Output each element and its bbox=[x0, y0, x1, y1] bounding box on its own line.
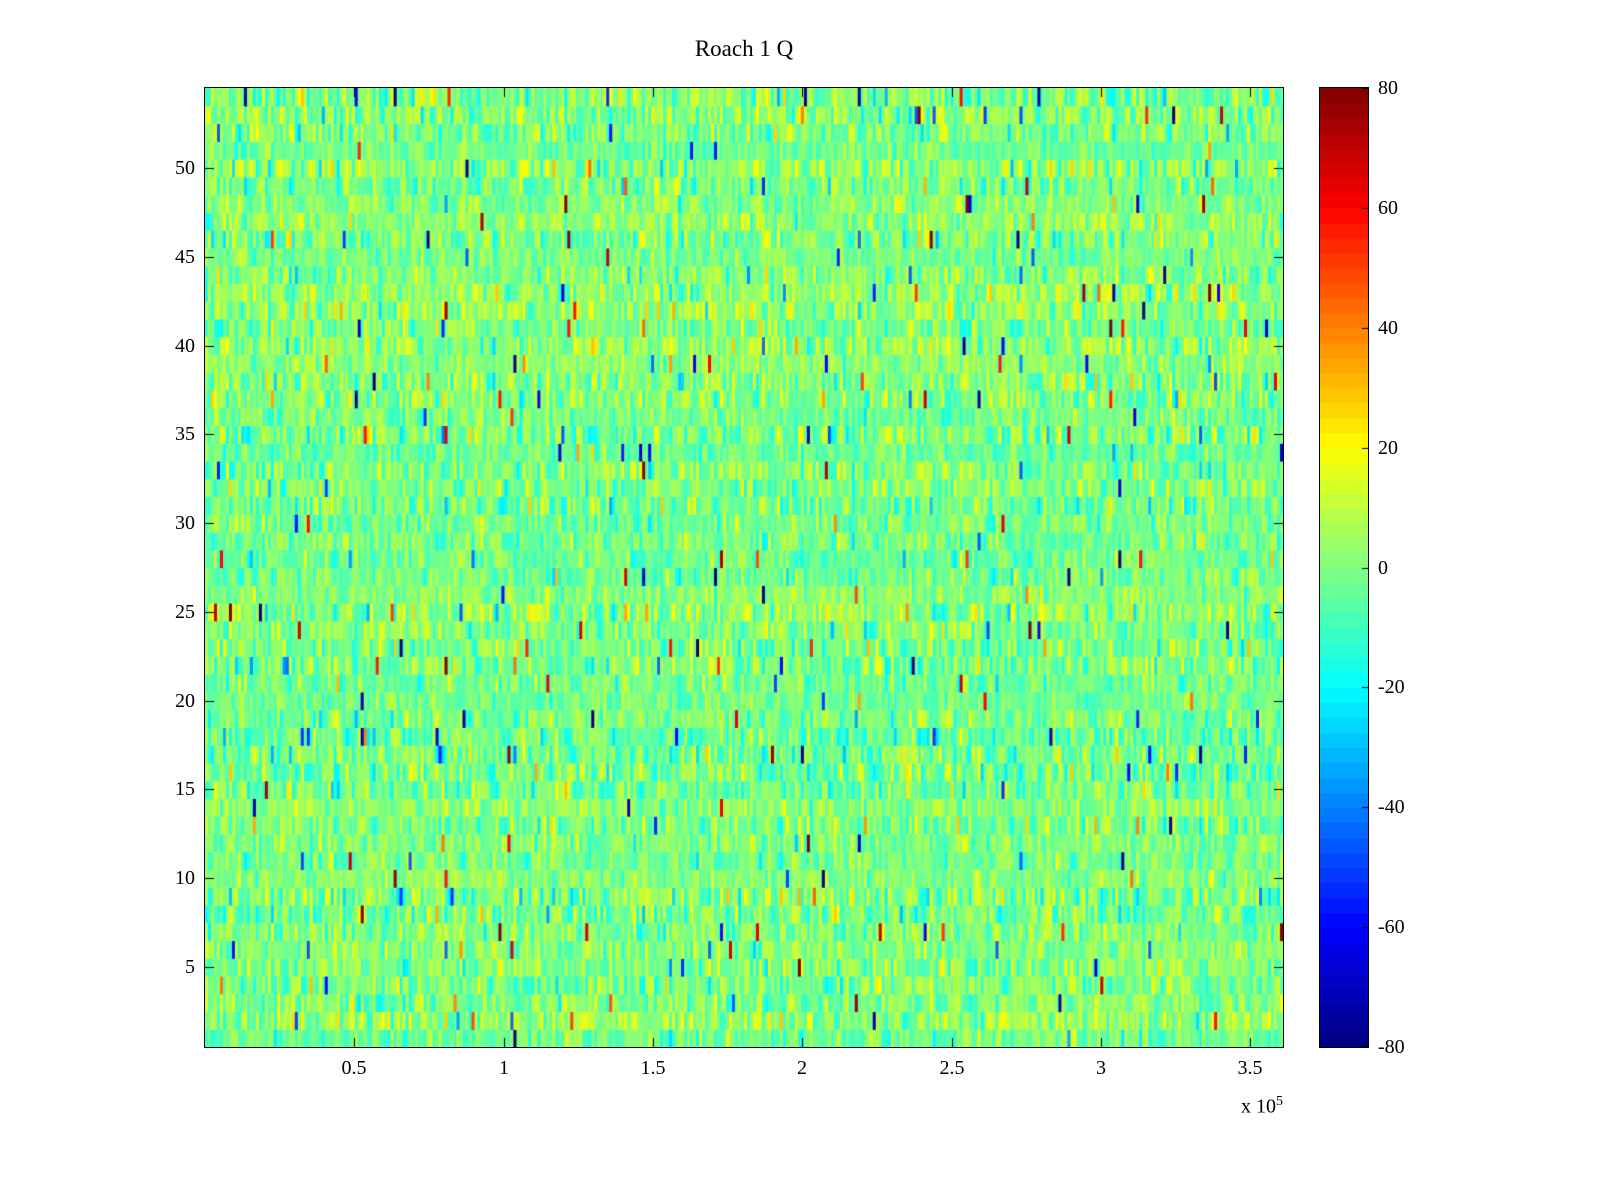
y-tick-label: 50 bbox=[175, 157, 195, 179]
colorbar-tick-label: -60 bbox=[1378, 916, 1405, 938]
colorbar-tick-label: 0 bbox=[1378, 557, 1388, 579]
colorbar-tick-label: 40 bbox=[1378, 317, 1398, 339]
x-scale-exponent: 5 bbox=[1276, 1094, 1283, 1109]
colorbar-tick-label: 20 bbox=[1378, 437, 1398, 459]
x-tick-label: 3 bbox=[1096, 1057, 1106, 1079]
y-tick-label: 45 bbox=[175, 246, 195, 268]
y-tick-label: 5 bbox=[185, 956, 195, 978]
x-tick-label: 3.5 bbox=[1237, 1057, 1263, 1079]
y-tick-label: 40 bbox=[175, 335, 195, 357]
colorbar-tick-label: -80 bbox=[1378, 1036, 1405, 1058]
x-tick-label: 2.5 bbox=[939, 1057, 965, 1079]
y-tick-label: 10 bbox=[175, 867, 195, 889]
y-tick-label: 25 bbox=[175, 601, 195, 623]
colorbar-canvas bbox=[1320, 88, 1368, 1047]
x-tick-label: 1.5 bbox=[640, 1057, 666, 1079]
x-tick-label: 1 bbox=[499, 1057, 509, 1079]
y-tick-label: 20 bbox=[175, 690, 195, 712]
x-tick-label: 2 bbox=[797, 1057, 807, 1079]
colorbar-tick-label: 80 bbox=[1378, 77, 1398, 99]
x-tick-label: 0.5 bbox=[341, 1057, 367, 1079]
colorbar bbox=[1319, 87, 1369, 1048]
chart-title: Roach 1 Q bbox=[694, 36, 794, 61]
colorbar-tick-label: -20 bbox=[1378, 676, 1405, 698]
heatmap-canvas bbox=[205, 88, 1283, 1047]
x-axis-scale-label: x 105 bbox=[1140, 1094, 1283, 1119]
y-tick-label: 35 bbox=[175, 423, 195, 445]
colorbar-tick-label: -40 bbox=[1378, 796, 1405, 818]
heatmap-plot-area bbox=[204, 87, 1284, 1048]
y-tick-label: 30 bbox=[175, 512, 195, 534]
x-scale-prefix: x 10 bbox=[1241, 1095, 1276, 1118]
y-tick-label: 15 bbox=[175, 778, 195, 800]
colorbar-tick-label: 60 bbox=[1378, 197, 1398, 219]
